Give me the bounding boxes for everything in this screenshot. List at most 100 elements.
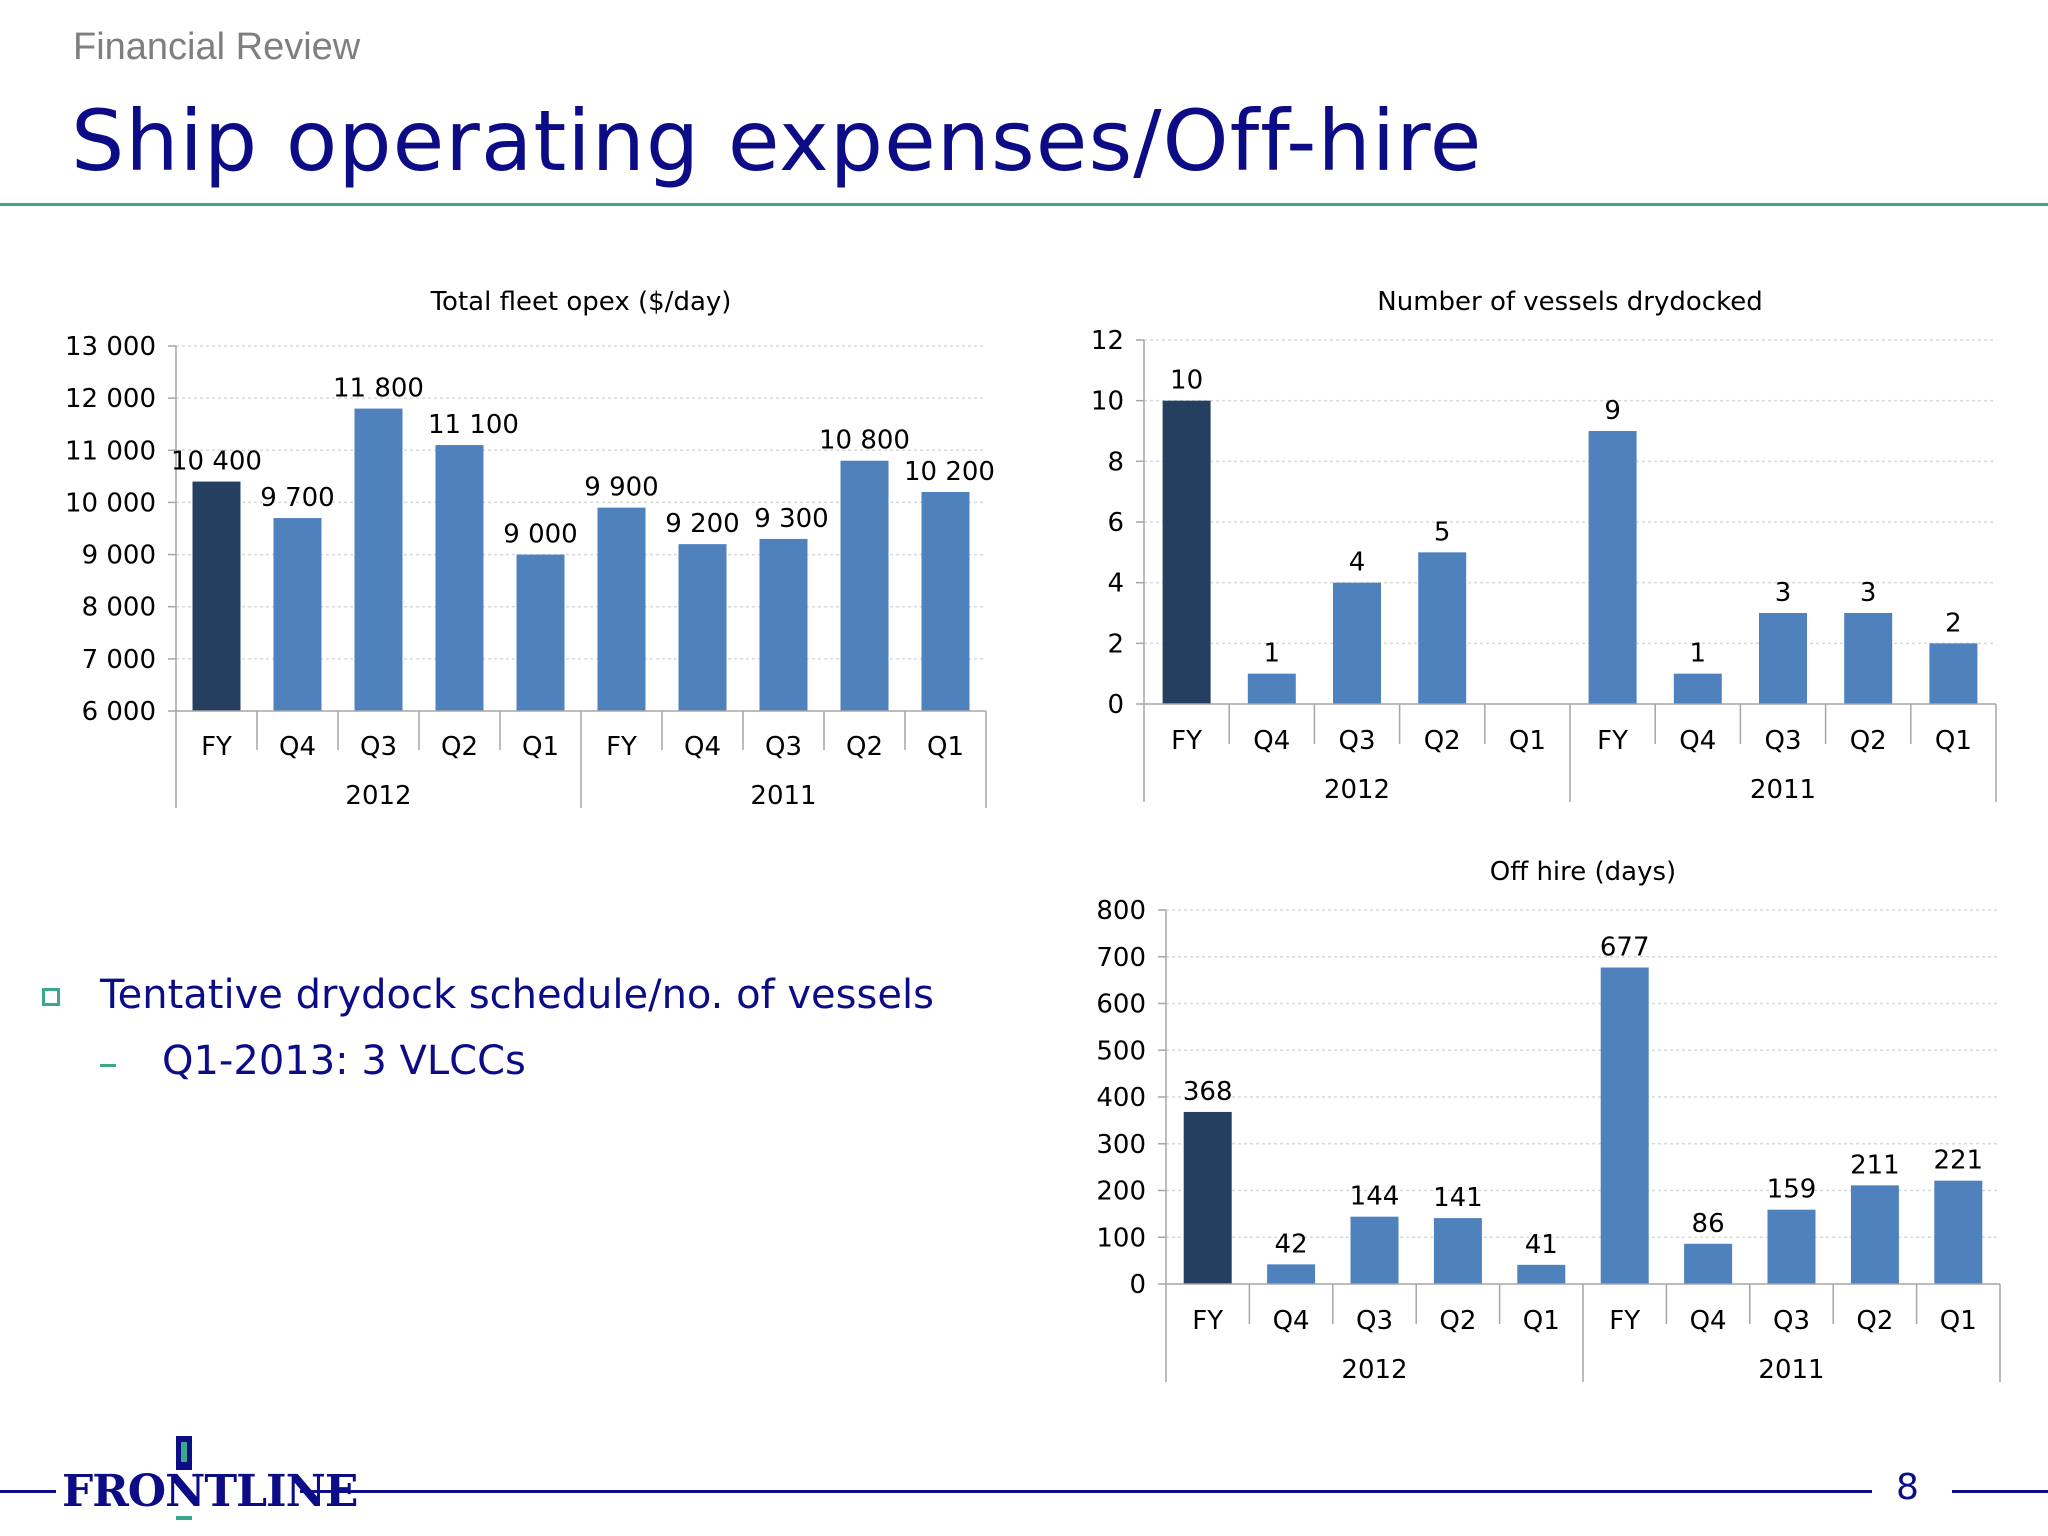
data-label: 9 200 [665, 509, 739, 539]
data-label: 10 800 [819, 426, 910, 456]
y-tick-label: 200 [1096, 1177, 1146, 1207]
section-label: Financial Review [73, 26, 361, 68]
x-tick-label: FY [1171, 726, 1202, 756]
bar [840, 460, 889, 711]
bar [921, 492, 970, 711]
chart-title: Number of vessels drydocked [1377, 287, 1762, 317]
x-tick-label: Q1 [927, 732, 964, 762]
data-label: 4 [1349, 548, 1366, 578]
y-tick-label: 8 000 [82, 593, 156, 623]
x-group-label: 2011 [750, 781, 816, 811]
data-label: 211 [1850, 1150, 1900, 1180]
data-label: 10 [1170, 366, 1203, 396]
y-tick-label: 8 [1107, 447, 1124, 477]
x-tick-label: Q4 [1253, 726, 1290, 756]
bar [1934, 1180, 1983, 1284]
y-tick-label: 400 [1096, 1083, 1146, 1113]
data-label: 10 400 [171, 447, 262, 477]
data-label: 11 100 [428, 410, 519, 440]
sub-bullet-text: Q1-2013: 3 VLCCs [162, 1038, 526, 1084]
y-tick-label: 13 000 [65, 332, 156, 362]
bar [1183, 1111, 1232, 1284]
flag-mark-icon [181, 1442, 187, 1462]
bar [192, 481, 241, 711]
y-tick-label: 4 [1107, 569, 1124, 599]
y-tick-label: 12 000 [65, 384, 156, 414]
bar [1929, 643, 1978, 704]
page-number: 8 [1896, 1467, 1919, 1508]
bar [597, 507, 646, 711]
bar [1162, 400, 1211, 704]
x-group-label: 2012 [1324, 775, 1390, 805]
y-tick-label: 7 000 [82, 645, 156, 675]
x-group-label: 2011 [1750, 775, 1816, 805]
y-tick-label: 500 [1096, 1036, 1146, 1066]
x-tick-label: FY [201, 732, 232, 762]
x-tick-label: FY [1192, 1306, 1223, 1336]
x-tick-label: FY [1597, 726, 1628, 756]
data-label: 9 300 [754, 504, 828, 534]
data-label: 368 [1183, 1077, 1233, 1107]
y-tick-label: 0 [1107, 690, 1124, 720]
title-divider [0, 203, 2048, 206]
data-label: 9 900 [584, 473, 658, 503]
y-tick-label: 800 [1096, 896, 1146, 926]
bar [435, 445, 484, 711]
x-tick-label: Q3 [360, 732, 397, 762]
bar [354, 408, 403, 711]
x-tick-label: Q2 [846, 732, 883, 762]
bar [1684, 1243, 1733, 1284]
y-tick-label: 600 [1096, 990, 1146, 1020]
bar [516, 554, 565, 711]
data-label: 221 [1933, 1146, 1983, 1176]
bar [273, 518, 322, 711]
chart-vessels-drydocked: Number of vessels drydocked0246810121014… [1091, 287, 1997, 805]
bullet-text: Tentative drydock schedule/no. of vessel… [100, 972, 934, 1018]
x-tick-label: Q2 [1856, 1306, 1893, 1336]
data-label: 5 [1434, 517, 1451, 547]
x-tick-label: Q2 [441, 732, 478, 762]
x-tick-label: FY [606, 732, 637, 762]
x-tick-label: Q1 [1940, 1306, 1977, 1336]
bar [1247, 673, 1296, 704]
data-label: 141 [1433, 1183, 1483, 1213]
x-tick-label: Q3 [1773, 1306, 1810, 1336]
logo-underline [176, 1516, 192, 1520]
bar [1844, 613, 1893, 704]
bar [678, 544, 727, 711]
chart-total-fleet-opex: Total fleet opex ($/day) 6 000 7 000 8 000 9… [65, 287, 995, 811]
footer-line-left [0, 1490, 56, 1493]
x-tick-label: Q1 [1509, 726, 1546, 756]
data-label: 159 [1767, 1175, 1817, 1205]
chart-off-hire-days: Off hire (days) 0 100 200 300 400 500 600 700 800… [1096, 857, 2001, 1385]
bar [1433, 1218, 1482, 1284]
checkbox-bullet-icon [42, 988, 60, 1006]
x-group-label: 2011 [1758, 1355, 1824, 1385]
data-label: 11 800 [333, 374, 424, 404]
x-tick-label: Q1 [522, 732, 559, 762]
footer-line-middle [300, 1490, 1872, 1493]
bar [1767, 1209, 1816, 1284]
x-tick-label: Q2 [1424, 726, 1461, 756]
x-tick-label: Q4 [684, 732, 721, 762]
x-group-label: 2012 [345, 781, 411, 811]
bar [1850, 1185, 1899, 1284]
data-label: 10 200 [904, 457, 995, 487]
data-label: 86 [1692, 1209, 1725, 1239]
data-label: 42 [1275, 1229, 1308, 1259]
data-label: 1 [1264, 639, 1281, 669]
data-label: 3 [1775, 578, 1792, 608]
footer-line-right [1952, 1490, 2048, 1493]
bar [1350, 1216, 1399, 1284]
x-tick-label: Q3 [765, 732, 802, 762]
y-tick-label: 100 [1096, 1223, 1146, 1253]
data-label: 3 [1860, 578, 1877, 608]
data-label: 9 000 [503, 520, 577, 550]
chart-title: Total fleet opex ($/day) [430, 287, 732, 317]
y-tick-label: 2 [1107, 629, 1124, 659]
bar [1588, 431, 1637, 704]
data-label: 2 [1945, 608, 1962, 638]
bar [1517, 1264, 1566, 1284]
y-tick-label: 300 [1096, 1130, 1146, 1160]
